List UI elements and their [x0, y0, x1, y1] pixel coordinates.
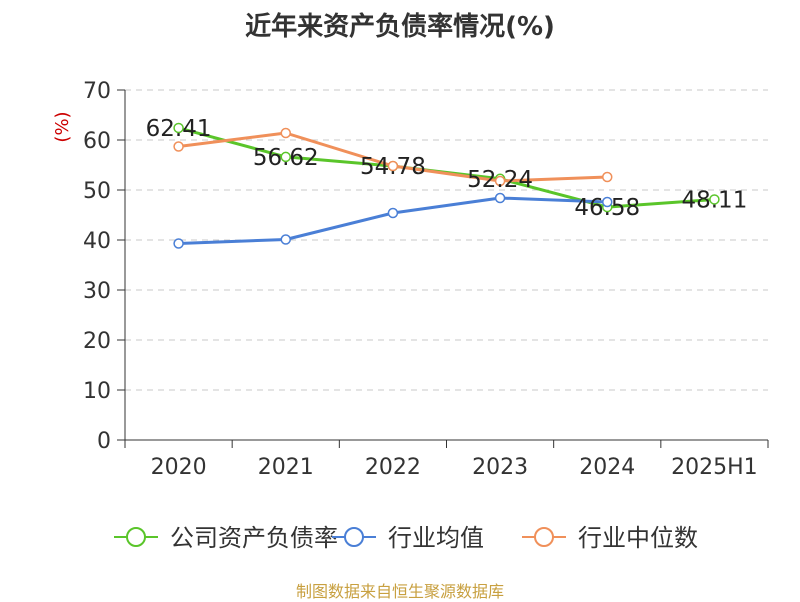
- legend-item[interactable]: 行业均值: [332, 524, 484, 552]
- y-tick-label: 20: [83, 329, 111, 354]
- x-tick-label: 2024: [579, 455, 635, 480]
- x-tick-label: 2025H1: [671, 455, 758, 480]
- series-line: [178, 196, 608, 245]
- source-note: 制图数据来自恒生聚源数据库: [295, 582, 504, 601]
- data-label: 54.78: [360, 154, 426, 180]
- data-point: [387, 207, 399, 219]
- y-tick-label: 30: [83, 279, 111, 304]
- x-tick-label: 2022: [365, 455, 421, 480]
- y-tick-label: 10: [83, 379, 111, 404]
- y-tick-label: 40: [83, 229, 111, 254]
- data-label: 56.62: [253, 145, 319, 171]
- legend-swatch-marker: [534, 527, 554, 547]
- series-lines: [173, 122, 720, 249]
- data-point: [280, 151, 291, 163]
- y-tick-label: 50: [83, 179, 111, 204]
- data-labels: 62.41 56.62 54.78 52.24 46.58 48.11: [146, 116, 748, 221]
- data-label: 46.58: [574, 195, 640, 221]
- data-label: 52.24: [467, 167, 533, 193]
- chart-title: 近年来资产负债率情况(%): [245, 12, 555, 42]
- legend-label: 行业中位数: [578, 524, 698, 552]
- data-point: [602, 171, 613, 183]
- x-tick-label: 2021: [258, 455, 314, 480]
- legend-label: 公司资产负债率: [170, 524, 338, 552]
- data-point: [709, 194, 720, 205]
- y-tick-label: 70: [83, 79, 111, 104]
- data-label: 62.41: [146, 116, 212, 142]
- data-point: [173, 141, 184, 152]
- x-tick-label: 2023: [472, 455, 528, 480]
- y-tick-label: 60: [83, 129, 111, 154]
- data-point: [387, 160, 399, 172]
- data-point: [280, 127, 291, 139]
- axes: 0 10 20 30 40 50 60 70 2020 2021 2022 2023 2024 2025H…: [83, 79, 769, 480]
- x-tick-label: 2020: [151, 455, 207, 480]
- data-point: [494, 192, 506, 204]
- legend-swatch-marker: [344, 527, 364, 547]
- data-point: [494, 175, 506, 187]
- data-point: [173, 238, 184, 249]
- data-point: [173, 122, 184, 134]
- y-tick-label: 0: [97, 429, 111, 454]
- legend-item[interactable]: 公司资产负债率: [114, 524, 338, 552]
- data-label: 48.11: [681, 187, 747, 213]
- legend-label: 行业均值: [388, 524, 484, 552]
- grid-lines: [125, 89, 768, 391]
- legend-item[interactable]: 行业中位数: [522, 524, 698, 552]
- legend: 公司资产负债率 行业均值 行业中位数: [114, 524, 698, 552]
- legend-swatch-marker: [126, 527, 146, 547]
- y-axis-unit-label: (%): [52, 111, 73, 142]
- data-point: [602, 196, 613, 208]
- data-point: [280, 234, 291, 245]
